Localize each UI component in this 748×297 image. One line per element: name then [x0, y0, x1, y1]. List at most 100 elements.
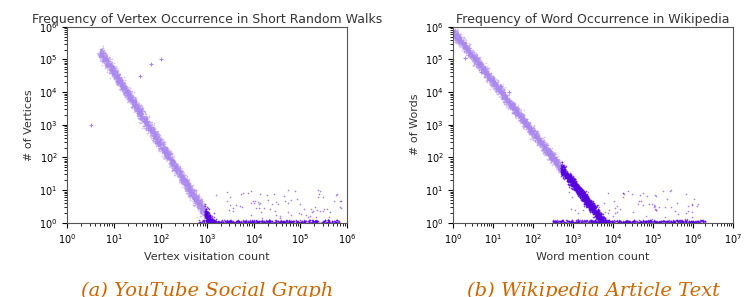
Point: [467, 51, 479, 56]
Point: [494, 87, 506, 92]
Point: [94, 51, 106, 56]
Point: [331, 192, 343, 197]
Point: [171, 163, 183, 168]
Point: [587, 221, 599, 225]
Point: [496, 91, 508, 96]
Point: [156, 141, 168, 146]
Point: [448, 34, 460, 39]
Point: [579, 195, 591, 200]
Point: [302, 215, 314, 220]
Point: [545, 159, 557, 164]
Point: [553, 164, 565, 169]
Point: [566, 179, 578, 184]
Point: [538, 143, 550, 148]
Point: [524, 127, 536, 132]
Point: [561, 173, 573, 178]
Point: [468, 56, 480, 61]
Point: [180, 184, 191, 189]
Point: [471, 58, 483, 62]
Point: [594, 219, 606, 224]
Point: [453, 35, 465, 40]
Point: [126, 97, 138, 101]
Point: [628, 219, 640, 223]
Point: [564, 178, 576, 183]
Point: [173, 173, 185, 177]
Point: [456, 39, 468, 44]
Point: [101, 58, 113, 63]
Point: [181, 188, 193, 193]
Point: [565, 181, 577, 185]
Point: [168, 165, 180, 170]
Point: [155, 137, 167, 142]
Point: [99, 57, 111, 62]
Point: [117, 93, 129, 98]
Point: [470, 58, 482, 63]
Point: [495, 86, 507, 91]
Point: [571, 183, 583, 188]
Point: [101, 60, 113, 65]
Point: [484, 78, 496, 83]
Point: [568, 185, 580, 189]
Point: [685, 219, 697, 223]
Point: [535, 141, 547, 146]
Point: [511, 111, 523, 116]
Point: [482, 74, 494, 79]
Point: [149, 131, 161, 136]
Point: [581, 204, 593, 209]
Point: [460, 44, 472, 48]
Point: [125, 100, 137, 105]
Point: [206, 221, 218, 225]
Point: [186, 191, 197, 196]
Point: [668, 220, 680, 225]
Point: [586, 220, 598, 225]
Point: [571, 187, 583, 192]
Point: [598, 219, 610, 224]
Point: [622, 219, 634, 224]
Point: [592, 219, 604, 224]
Point: [548, 218, 560, 222]
Point: [160, 155, 172, 160]
Point: [549, 159, 561, 163]
Point: [533, 140, 545, 145]
Point: [500, 97, 512, 102]
Point: [488, 89, 500, 94]
Point: [518, 116, 530, 121]
Point: [573, 184, 585, 189]
Point: [681, 218, 693, 223]
Point: [135, 115, 147, 120]
Point: [585, 219, 597, 224]
Point: [530, 132, 542, 137]
Point: [488, 77, 500, 82]
Point: [589, 207, 601, 211]
Point: [473, 59, 485, 64]
Point: [164, 156, 176, 161]
Point: [99, 53, 111, 58]
Point: [127, 101, 139, 106]
Point: [530, 137, 542, 142]
Point: [473, 62, 485, 67]
Point: [581, 197, 593, 201]
Point: [117, 89, 129, 94]
Point: [188, 192, 200, 196]
Point: [109, 76, 121, 81]
Point: [571, 187, 583, 191]
Point: [509, 111, 521, 116]
Point: [515, 119, 527, 124]
Point: [148, 136, 160, 141]
Point: [185, 194, 197, 199]
Point: [493, 91, 505, 96]
Point: [447, 30, 459, 35]
Point: [127, 101, 139, 105]
Point: [530, 132, 542, 137]
Point: [521, 119, 533, 124]
Point: [580, 196, 592, 201]
Point: [94, 54, 105, 59]
Point: [97, 59, 109, 64]
Point: [106, 66, 118, 71]
Point: [573, 189, 585, 193]
Point: [578, 201, 590, 206]
Point: [571, 220, 583, 225]
Point: [595, 214, 607, 219]
Point: [99, 56, 111, 61]
Point: [565, 175, 577, 179]
